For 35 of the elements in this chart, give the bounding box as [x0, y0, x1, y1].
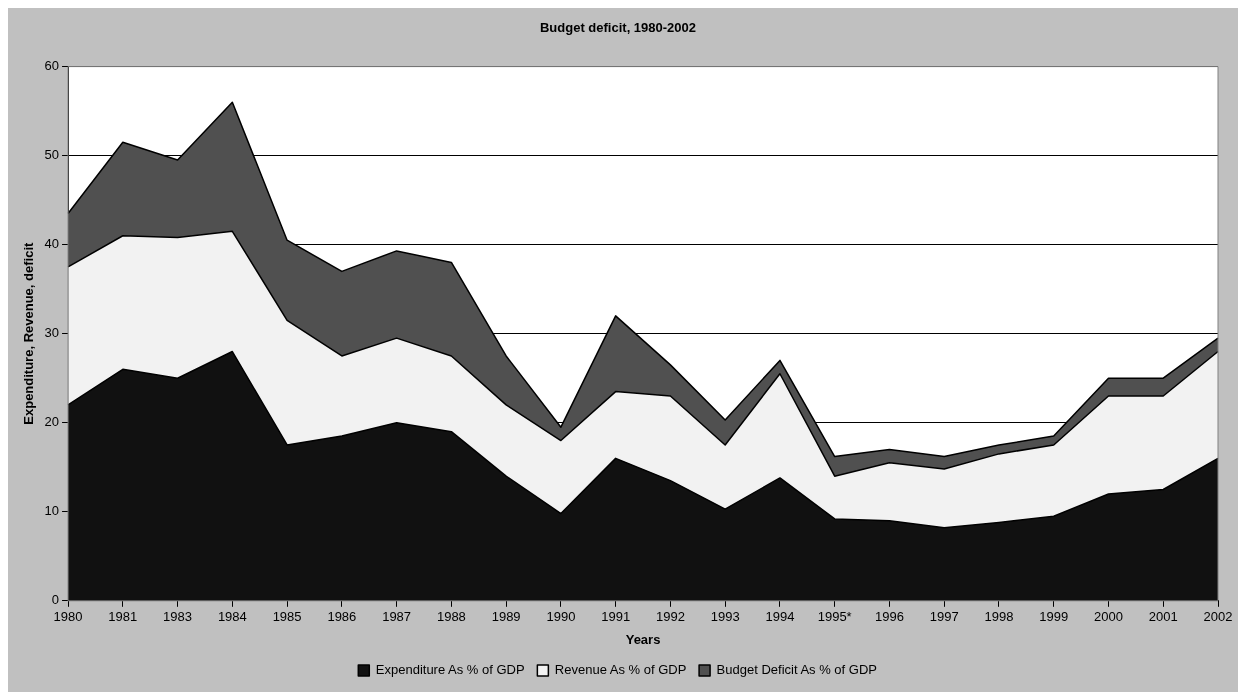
y-tick-label: 10 [44, 503, 60, 519]
y-tick-label: 40 [44, 236, 60, 252]
x-tick-label: 1994 [765, 609, 795, 625]
x-tick-label: 2001 [1148, 609, 1178, 625]
x-tick-label: 1992 [655, 609, 685, 625]
legend-label: Expenditure As % of GDP [375, 662, 525, 678]
y-tick-label: 50 [44, 147, 60, 163]
y-tick-label: 60 [44, 58, 60, 74]
legend-label: Budget Deficit As % of GDP [716, 662, 877, 678]
x-axis-title: Years [625, 631, 661, 647]
x-tick-label: 1991 [601, 609, 631, 625]
x-tick-label: 1993 [710, 609, 740, 625]
x-tick-label: 1995* [817, 609, 852, 625]
x-tick-label: 2002 [1203, 609, 1233, 625]
x-tick-label: 1981 [108, 609, 138, 625]
y-tick-label: 30 [44, 325, 60, 341]
x-tick-label: 1980 [53, 609, 83, 625]
x-tick-label: 1996 [874, 609, 904, 625]
y-tick-label: 0 [51, 592, 60, 608]
x-tick-label: 1985 [272, 609, 302, 625]
x-tick-label: 1997 [929, 609, 959, 625]
x-tick-label: 1988 [436, 609, 466, 625]
x-tick-label: 1984 [217, 609, 247, 625]
x-tick-label: 1989 [491, 609, 521, 625]
x-tick-label: 1983 [163, 609, 193, 625]
x-tick-label: 2000 [1094, 609, 1123, 625]
x-tick-label: 1990 [546, 609, 576, 625]
chart-title: Budget deficit, 1980-2002 [539, 20, 697, 36]
x-tick-label: 1998 [984, 609, 1014, 625]
legend-label: Revenue As % of GDP [554, 662, 687, 678]
x-tick-label: 1987 [382, 609, 412, 625]
y-tick-label: 20 [44, 414, 60, 430]
y-axis-title: Expenditure, Revenue, deficit [21, 242, 37, 425]
x-tick-label: 1986 [327, 609, 357, 625]
x-tick-label: 1999 [1039, 609, 1069, 625]
